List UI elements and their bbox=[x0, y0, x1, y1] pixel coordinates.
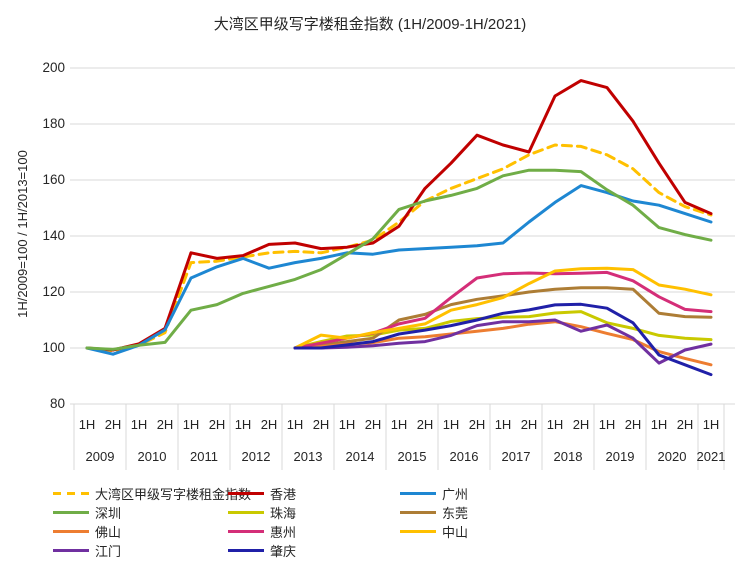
series-line-9 bbox=[293, 318, 713, 365]
legend-line-swatch bbox=[53, 492, 89, 495]
x-half-label: 1H bbox=[494, 417, 512, 432]
series-line-8 bbox=[293, 266, 713, 350]
x-half-label: 1H bbox=[130, 417, 148, 432]
x-half-label: 2H bbox=[312, 417, 330, 432]
x-half-label: 2H bbox=[208, 417, 226, 432]
y-tick-label: 80 bbox=[49, 396, 65, 411]
x-year-label: 2009 bbox=[85, 449, 115, 464]
y-tick-label: 120 bbox=[42, 284, 65, 299]
y-tick-label: 100 bbox=[42, 340, 65, 355]
x-half-label: 1H bbox=[182, 417, 200, 432]
legend-label: 广州 bbox=[442, 487, 469, 502]
x-half-label: 1H bbox=[338, 417, 356, 432]
x-year-label: 2017 bbox=[501, 449, 531, 464]
legend-line-swatch bbox=[400, 511, 436, 514]
x-year-label: 2013 bbox=[293, 449, 323, 464]
chart-title: 大湾区甲级写字楼租金指数 (1H/2009-1H/2021) bbox=[213, 16, 527, 33]
legend-label: 佛山 bbox=[95, 525, 122, 540]
x-half-label: 2H bbox=[156, 417, 174, 432]
x-year-label: 2014 bbox=[345, 449, 375, 464]
legend-label: 东莞 bbox=[442, 506, 469, 521]
series-line-10 bbox=[293, 302, 713, 377]
y-tick-label: 200 bbox=[42, 60, 65, 75]
x-half-label: 2H bbox=[260, 417, 278, 432]
legend-label: 江门 bbox=[95, 544, 122, 559]
x-year-label: 2012 bbox=[241, 449, 271, 464]
x-half-label: 1H bbox=[234, 417, 252, 432]
x-half-label: 1H bbox=[78, 417, 96, 432]
x-half-label: 1H bbox=[546, 417, 564, 432]
x-half-label: 2H bbox=[416, 417, 434, 432]
series-line-1 bbox=[85, 79, 713, 352]
legend-label: 中山 bbox=[442, 525, 469, 540]
x-half-label: 1H bbox=[650, 417, 668, 432]
legend-line-swatch bbox=[228, 511, 264, 514]
x-half-label: 1H bbox=[286, 417, 304, 432]
legend-line-swatch bbox=[400, 530, 436, 533]
legend-label: 大湾区甲级写字楼租金指数 bbox=[95, 487, 252, 502]
legend-label: 香港 bbox=[270, 487, 297, 502]
x-half-label: 1H bbox=[390, 417, 408, 432]
legend-label: 深圳 bbox=[95, 506, 122, 521]
legend-label: 珠海 bbox=[270, 506, 297, 521]
x-year-label: 2016 bbox=[449, 449, 479, 464]
legend-line-swatch bbox=[53, 549, 89, 552]
y-tick-label: 160 bbox=[42, 172, 65, 187]
series-line-3 bbox=[85, 168, 713, 351]
legend-line-swatch bbox=[53, 511, 89, 514]
legend-line-swatch bbox=[400, 492, 436, 495]
series-line-0 bbox=[85, 143, 713, 353]
x-half-label: 1H bbox=[702, 417, 720, 432]
x-half-label: 2H bbox=[520, 417, 538, 432]
x-half-label: 2H bbox=[468, 417, 486, 432]
x-year-label: 2021 bbox=[696, 449, 726, 464]
legend-line-swatch bbox=[228, 492, 264, 495]
x-year-label: 2020 bbox=[657, 449, 687, 464]
x-year-label: 2019 bbox=[605, 449, 635, 464]
x-year-label: 2010 bbox=[137, 449, 167, 464]
x-half-label: 2H bbox=[676, 417, 694, 432]
x-half-label: 2H bbox=[624, 417, 642, 432]
x-year-label: 2011 bbox=[190, 449, 218, 464]
y-tick-label: 180 bbox=[42, 116, 65, 131]
x-year-label: 2015 bbox=[397, 449, 427, 464]
y-tick-label: 140 bbox=[42, 228, 65, 243]
series-line-2 bbox=[85, 184, 713, 356]
legend-label: 惠州 bbox=[270, 525, 297, 540]
legend-line-swatch bbox=[53, 530, 89, 533]
x-half-label: 2H bbox=[572, 417, 590, 432]
legend-line-swatch bbox=[228, 549, 264, 552]
legend-label: 肇庆 bbox=[270, 544, 297, 559]
x-half-label: 2H bbox=[364, 417, 382, 432]
x-half-label: 1H bbox=[442, 417, 460, 432]
x-half-label: 1H bbox=[598, 417, 616, 432]
legend-line-swatch bbox=[228, 530, 264, 533]
x-half-label: 2H bbox=[104, 417, 122, 432]
x-year-label: 2018 bbox=[553, 449, 583, 464]
